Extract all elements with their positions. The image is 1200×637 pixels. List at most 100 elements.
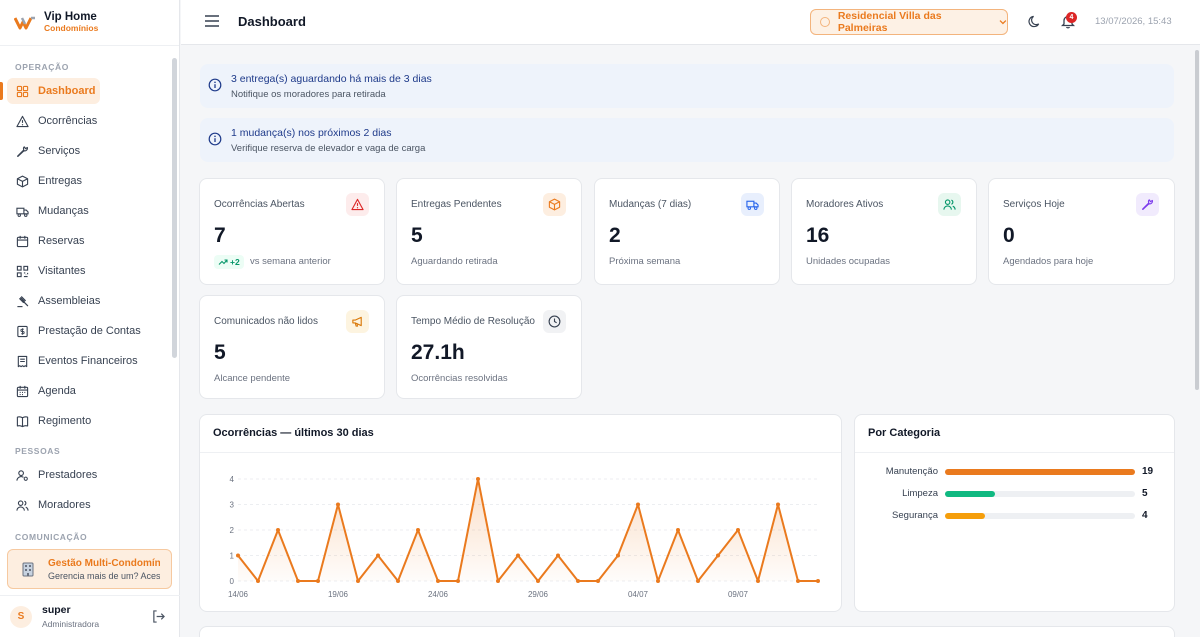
truck-icon: [746, 200, 759, 210]
moon-icon[interactable]: [1028, 15, 1041, 28]
data-point: [336, 502, 340, 507]
kpi-subtitle: vs semana anterior: [250, 256, 331, 267]
info-icon: [208, 78, 222, 92]
grid-icon: [16, 85, 28, 97]
data-point: [256, 579, 260, 583]
data-point: [316, 579, 320, 583]
qrcode-icon: [15, 264, 29, 278]
kpi-subtitle: Ocorrências resolvidas: [411, 373, 508, 384]
menu-icon[interactable]: [205, 15, 219, 27]
warning-icon: [15, 114, 29, 128]
sidebar-item-label: Serviços: [38, 145, 81, 157]
sidebar-item-mudanças[interactable]: Mudanças: [0, 198, 172, 224]
data-point: [536, 579, 540, 583]
alert-title: 3 entrega(s) aguardando há mais de 3 dia…: [231, 73, 432, 85]
sidebar-item-regimento[interactable]: Regimento: [0, 408, 172, 434]
sidebar-item-label: Ocorrências: [38, 115, 98, 127]
alert-moves[interactable]: 1 mudança(s) nos próximos 2 dias Verifiq…: [200, 118, 1174, 162]
kpi-card-entregas[interactable]: Entregas Pendentes 5 Aguardando retirada: [396, 178, 582, 285]
active-indicator: [0, 82, 3, 100]
main-scrollbar[interactable]: [1195, 50, 1199, 390]
alert-deliveries[interactable]: 3 entrega(s) aguardando há mais de 3 dia…: [200, 64, 1174, 108]
data-point: [796, 579, 800, 583]
kpi-icon: [543, 193, 566, 216]
data-point: [756, 579, 760, 583]
sidebar-item-visitantes[interactable]: Visitantes: [0, 258, 172, 284]
sidebar-item-prestadores[interactable]: Prestadores: [0, 462, 172, 488]
sidebar-item-assembleias[interactable]: Assembleias: [0, 288, 172, 314]
kpi-value: 16: [806, 224, 830, 247]
trend-up-icon: [218, 259, 228, 265]
sidebar-item-label: Visitantes: [38, 265, 86, 277]
data-point: [396, 579, 400, 583]
y-tick-label: 1: [230, 552, 235, 561]
data-point: [716, 553, 720, 558]
sidebar-item-label: Prestadores: [38, 469, 98, 481]
sidebar-scrollbar[interactable]: [172, 58, 177, 358]
package-icon: [15, 174, 29, 188]
sidebar-item-label: Entregas: [38, 175, 83, 187]
category-row: Limpeza 5: [855, 488, 1176, 502]
category-row: Segurança 4: [855, 510, 1176, 524]
sidebar-item-dashboard[interactable]: Dashboard: [0, 78, 172, 104]
kpi-icon: [1136, 193, 1159, 216]
kpi-subtitle: Aguardando retirada: [411, 256, 498, 267]
page-title: Dashboard: [238, 14, 306, 29]
category-card: Por Categoria Manutenção 19 Limpeza 5 Segura…: [854, 414, 1175, 612]
data-point: [496, 579, 500, 583]
kpi-card-moradores[interactable]: Moradores Ativos 16 Unidades ocupadas: [791, 178, 977, 285]
warning-icon: [15, 115, 29, 127]
sidebar-item-label: Dashboard: [38, 85, 96, 97]
logout-icon[interactable]: [152, 610, 165, 623]
sidebar-item-moradores[interactable]: Moradores: [0, 492, 172, 518]
category-value: 4: [1142, 510, 1148, 521]
data-point: [576, 579, 580, 583]
receipt-icon: [17, 355, 27, 367]
data-point: [456, 579, 460, 583]
dollar-doc-icon: [16, 325, 28, 337]
next-section-card: [199, 626, 1175, 637]
info-icon: [208, 132, 222, 146]
data-point: [376, 553, 380, 558]
multi-condo-promo[interactable]: Gestão Multi-Condomínio Gerencia mais de…: [7, 549, 172, 589]
data-point: [616, 553, 620, 558]
kpi-card-comunicados[interactable]: Comunicados não lidos 5 Alcance pendente: [199, 295, 385, 399]
sidebar-item-ocorrências[interactable]: Ocorrências: [0, 108, 172, 134]
trend-value: +2: [230, 257, 240, 267]
condo-selector[interactable]: Residencial Villa das Palmeiras: [810, 9, 1008, 35]
category-name: Limpeza: [902, 488, 938, 499]
calendar-days-icon: [16, 385, 28, 397]
y-tick-label: 3: [230, 501, 235, 510]
trend-badge: +2: [214, 255, 244, 269]
promo-subtitle: Gerencia mais de um? Acesse: [48, 570, 160, 581]
brand[interactable]: Vip Home Condomínios: [0, 0, 179, 46]
sidebar-item-reservas[interactable]: Reservas: [0, 228, 172, 254]
section-label-comunicacao: COMUNICAÇÃO: [15, 532, 88, 542]
chart-title: Ocorrências — últimos 30 dias: [213, 427, 374, 439]
kpi-subtitle: Unidades ocupadas: [806, 256, 890, 267]
users-icon: [15, 498, 29, 512]
avatar[interactable]: S: [10, 605, 32, 628]
sidebar-item-serviços[interactable]: Serviços: [0, 138, 172, 164]
category-row: Manutenção 19: [855, 466, 1176, 480]
category-bar-track: [945, 491, 1135, 497]
calendar-icon: [15, 234, 29, 248]
sidebar-item-entregas[interactable]: Entregas: [0, 168, 172, 194]
sidebar-item-label: Regimento: [38, 415, 92, 427]
kpi-label: Mudanças (7 dias): [609, 199, 692, 210]
brand-name: Vip Home: [44, 10, 97, 23]
data-point: [656, 579, 660, 583]
sidebar-item-eventos-financeiros[interactable]: Eventos Financeiros: [0, 348, 172, 374]
kpi-card-ocorrencias[interactable]: Ocorrências Abertas 7 +2 vs semana anter…: [199, 178, 385, 285]
data-point: [356, 579, 360, 583]
x-tick-label: 24/06: [428, 590, 449, 599]
sidebar-item-agenda[interactable]: Agenda: [0, 378, 172, 404]
category-bar-track: [945, 513, 1135, 519]
divider: [855, 452, 1174, 453]
sidebar-item-prestação-de-contas[interactable]: Prestação de Contas: [0, 318, 172, 344]
kpi-label: Ocorrências Abertas: [214, 199, 305, 210]
users-icon: [15, 499, 29, 511]
kpi-card-servicos[interactable]: Serviços Hoje 0 Agendados para hoje: [988, 178, 1175, 285]
kpi-card-mudancas[interactable]: Mudanças (7 dias) 2 Próxima semana: [594, 178, 780, 285]
kpi-card-tempo-medio[interactable]: Tempo Médio de Resolução 27.1h Ocorrênci…: [396, 295, 582, 399]
